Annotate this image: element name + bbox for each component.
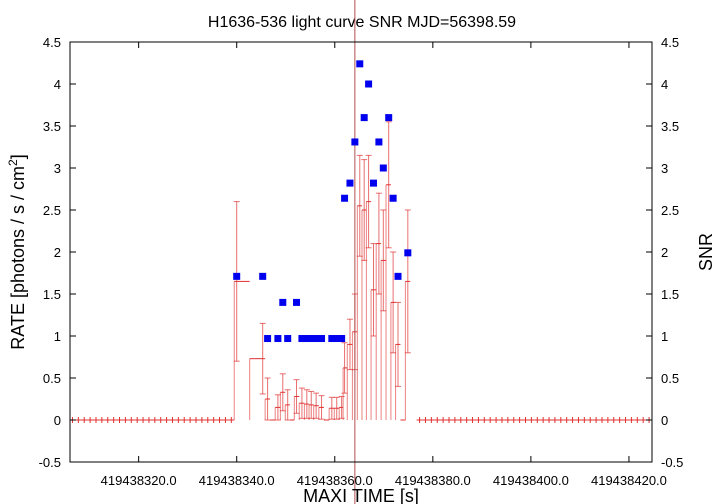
x-axis-label: MAXI TIME [s] <box>303 486 419 504</box>
snr-point <box>233 272 241 280</box>
snr-point <box>279 298 287 306</box>
y-tick-label: 2 <box>54 245 61 260</box>
snr-point <box>312 335 320 343</box>
y2-tick-label: 0.5 <box>661 371 679 386</box>
y-tick-label: 4.5 <box>43 35 61 50</box>
snr-point <box>303 335 311 343</box>
y2-tick-label: 1 <box>661 329 668 344</box>
x-tick-label: 419438420.0 <box>591 473 667 488</box>
y2-tick-label: 4 <box>661 77 668 92</box>
snr-point <box>385 114 393 122</box>
snr-point <box>375 138 383 146</box>
snr-point <box>360 114 368 122</box>
snr-point <box>356 60 364 68</box>
y-tick-label: 1 <box>54 329 61 344</box>
x-tick-label: 419438380.0 <box>395 473 471 488</box>
y-tick-label: 0.5 <box>43 371 61 386</box>
y2-tick-label: 0 <box>661 413 668 428</box>
snr-point <box>264 335 272 343</box>
snr-point <box>293 298 301 306</box>
y2-axis-label: SNR <box>696 233 716 271</box>
x-tick-label: 419438340.0 <box>199 473 275 488</box>
chart-title: H1636-536 light curve SNR MJD=56398.59 <box>208 14 516 31</box>
y2-tick-label: 4.5 <box>661 35 679 50</box>
snr-point <box>404 249 412 257</box>
y-tick-label: 2.5 <box>43 203 61 218</box>
snr-point <box>346 179 354 187</box>
snr-point <box>298 335 306 343</box>
y-tick-label: -0.5 <box>39 455 61 470</box>
snr-point <box>351 138 359 146</box>
snr-point <box>379 164 387 172</box>
snr-point <box>341 194 349 202</box>
snr-point <box>338 335 346 343</box>
snr-point <box>284 335 292 343</box>
snr-point <box>274 335 282 343</box>
plot-frame <box>69 41 653 463</box>
snr-point <box>333 335 341 343</box>
y-tick-label: 4 <box>54 77 61 92</box>
y-axis-label: RATE [photons / s / cm2] <box>6 154 28 349</box>
y2-tick-label: 2 <box>661 245 668 260</box>
y2-tick-label: 3 <box>661 161 668 176</box>
snr-point <box>370 179 378 187</box>
x-tick-label: 419438360.0 <box>297 473 373 488</box>
y-tick-label: 1.5 <box>43 287 61 302</box>
snr-point <box>328 335 336 343</box>
y-tick-label: 0 <box>54 413 61 428</box>
y2-tick-label: 3.5 <box>661 119 679 134</box>
y2-tick-label: -0.5 <box>661 455 683 470</box>
x-tick-label: 419438400.0 <box>493 473 569 488</box>
snr-point <box>307 335 315 343</box>
snr-point <box>365 80 373 88</box>
y-tick-label: 3.5 <box>43 119 61 134</box>
snr-point <box>318 335 326 343</box>
y-tick-label: 3 <box>54 161 61 176</box>
y2-tick-label: 2.5 <box>661 203 679 218</box>
x-tick-label: 419438320.0 <box>101 473 177 488</box>
snr-point <box>394 272 402 280</box>
snr-point <box>259 272 267 280</box>
y2-tick-label: 1.5 <box>661 287 679 302</box>
snr-point <box>389 194 397 202</box>
